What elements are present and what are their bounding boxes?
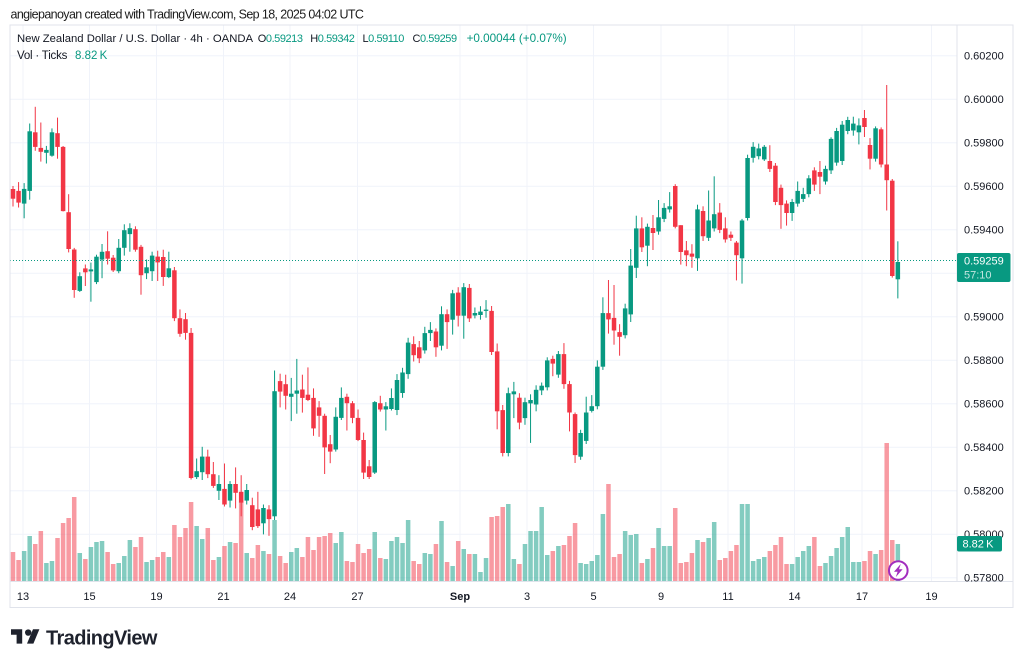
svg-text:27: 27 xyxy=(351,591,363,603)
svg-text:0.57800: 0.57800 xyxy=(964,572,1004,584)
svg-text:13: 13 xyxy=(17,591,29,603)
svg-text:0.58200: 0.58200 xyxy=(964,485,1004,497)
svg-text:0.60000: 0.60000 xyxy=(964,94,1004,106)
svg-text:9: 9 xyxy=(658,591,664,603)
svg-text:+0.00044 (+0.07%): +0.00044 (+0.07%) xyxy=(467,32,567,45)
svg-text:0.59000: 0.59000 xyxy=(964,311,1004,323)
svg-text:0.59400: 0.59400 xyxy=(964,224,1004,236)
svg-text:H0.59342: H0.59342 xyxy=(310,33,354,45)
svg-text:11: 11 xyxy=(722,591,733,603)
svg-text:14: 14 xyxy=(788,591,800,603)
svg-text:21: 21 xyxy=(217,591,229,603)
svg-text:19: 19 xyxy=(150,591,162,603)
svg-text:57:10: 57:10 xyxy=(964,270,992,282)
svg-text:24: 24 xyxy=(284,591,296,603)
svg-text:17: 17 xyxy=(856,591,868,603)
svg-text:0.60200: 0.60200 xyxy=(964,50,1004,62)
svg-text:C0.59259: C0.59259 xyxy=(413,33,457,45)
svg-text:Sep: Sep xyxy=(450,591,470,603)
svg-text:3: 3 xyxy=(524,591,530,603)
svg-text:15: 15 xyxy=(83,591,95,603)
svg-text:0.59800: 0.59800 xyxy=(964,137,1004,149)
svg-text:TradingView: TradingView xyxy=(46,628,158,650)
svg-text:0.58400: 0.58400 xyxy=(964,442,1004,454)
svg-text:New Zealand Dollar / U.S. Doll: New Zealand Dollar / U.S. Dollar · 4h · … xyxy=(17,33,254,45)
svg-text:8.82 K: 8.82 K xyxy=(963,539,995,551)
svg-text:0.58800: 0.58800 xyxy=(964,355,1004,367)
svg-text:0.59600: 0.59600 xyxy=(964,181,1004,193)
svg-text:O0.59213: O0.59213 xyxy=(258,33,303,45)
svg-text:19: 19 xyxy=(925,591,937,603)
svg-text:Vol · Ticks: Vol · Ticks xyxy=(17,50,68,62)
svg-text:5: 5 xyxy=(590,591,596,603)
svg-text:angiepanoyan created with Trad: angiepanoyan created with TradingView.co… xyxy=(11,8,364,22)
svg-text:L0.59110: L0.59110 xyxy=(363,33,405,45)
svg-text:0.58600: 0.58600 xyxy=(964,398,1004,410)
svg-text:0.59259: 0.59259 xyxy=(964,256,1004,268)
svg-text:8.82 K: 8.82 K xyxy=(75,50,108,62)
